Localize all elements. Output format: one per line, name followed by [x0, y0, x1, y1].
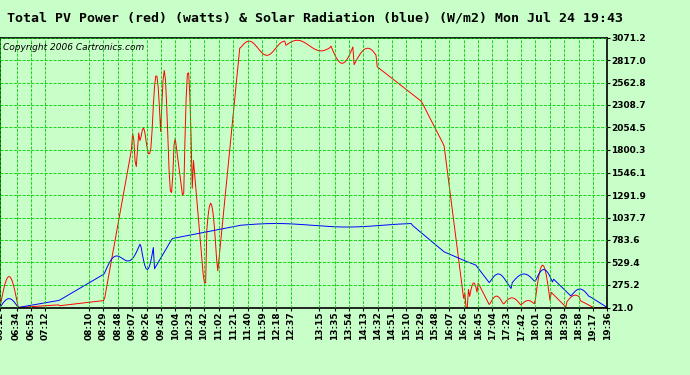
Text: Total PV Power (red) (watts) & Solar Radiation (blue) (W/m2) Mon Jul 24 19:43: Total PV Power (red) (watts) & Solar Rad… — [7, 11, 623, 24]
Text: Copyright 2006 Cartronics.com: Copyright 2006 Cartronics.com — [3, 43, 144, 52]
